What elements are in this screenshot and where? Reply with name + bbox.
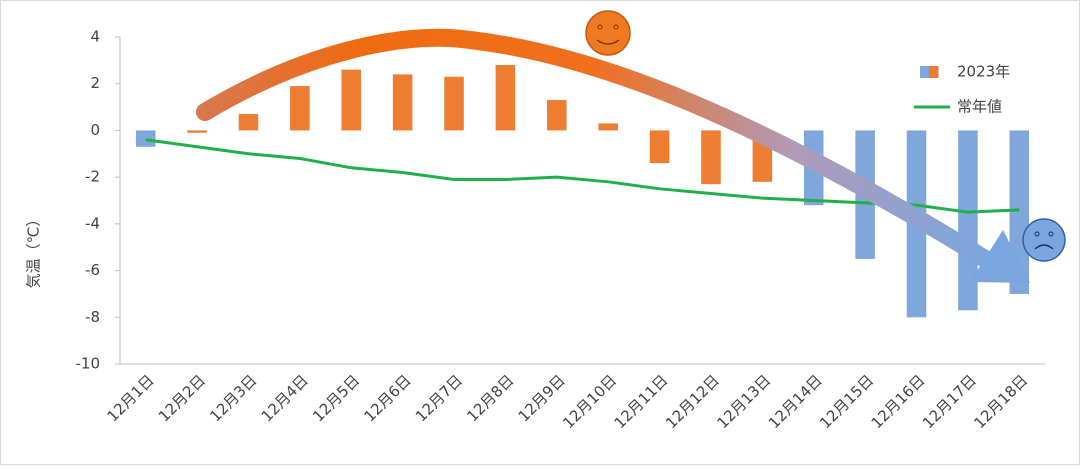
bar: [958, 130, 978, 311]
legend-label: 常年値: [957, 98, 1002, 116]
y-tick-label: -10: [76, 355, 101, 373]
y-tick-label: -8: [85, 308, 100, 326]
y-tick-label: 4: [90, 28, 100, 46]
trend-arrow: [196, 28, 1030, 283]
bar: [392, 74, 413, 131]
bar: [701, 130, 721, 185]
y-tick-label: -2: [85, 168, 100, 186]
y-tick-label: -4: [85, 214, 100, 232]
bar: [649, 130, 670, 164]
y-tick-label: -6: [85, 261, 100, 279]
bar: [238, 114, 259, 131]
bar: [495, 65, 516, 131]
legend-swatch: [929, 66, 939, 78]
bar: [444, 76, 464, 131]
trend-curve: [196, 28, 999, 271]
sad-face: [1022, 218, 1066, 262]
legend-label: 2023年: [957, 63, 1010, 81]
y-axis-label: 気温（℃）: [25, 212, 43, 289]
y-tick-label: 0: [90, 121, 100, 139]
arrow-head: [970, 230, 1030, 283]
bar: [547, 100, 567, 131]
bar: [290, 86, 310, 131]
bar: [135, 130, 156, 147]
bar: [598, 123, 618, 131]
happy-face: [585, 10, 631, 56]
bar: [341, 69, 362, 131]
legend-swatch: [920, 66, 930, 78]
bar: [187, 130, 207, 133]
y-tick-label: 2: [90, 74, 100, 92]
